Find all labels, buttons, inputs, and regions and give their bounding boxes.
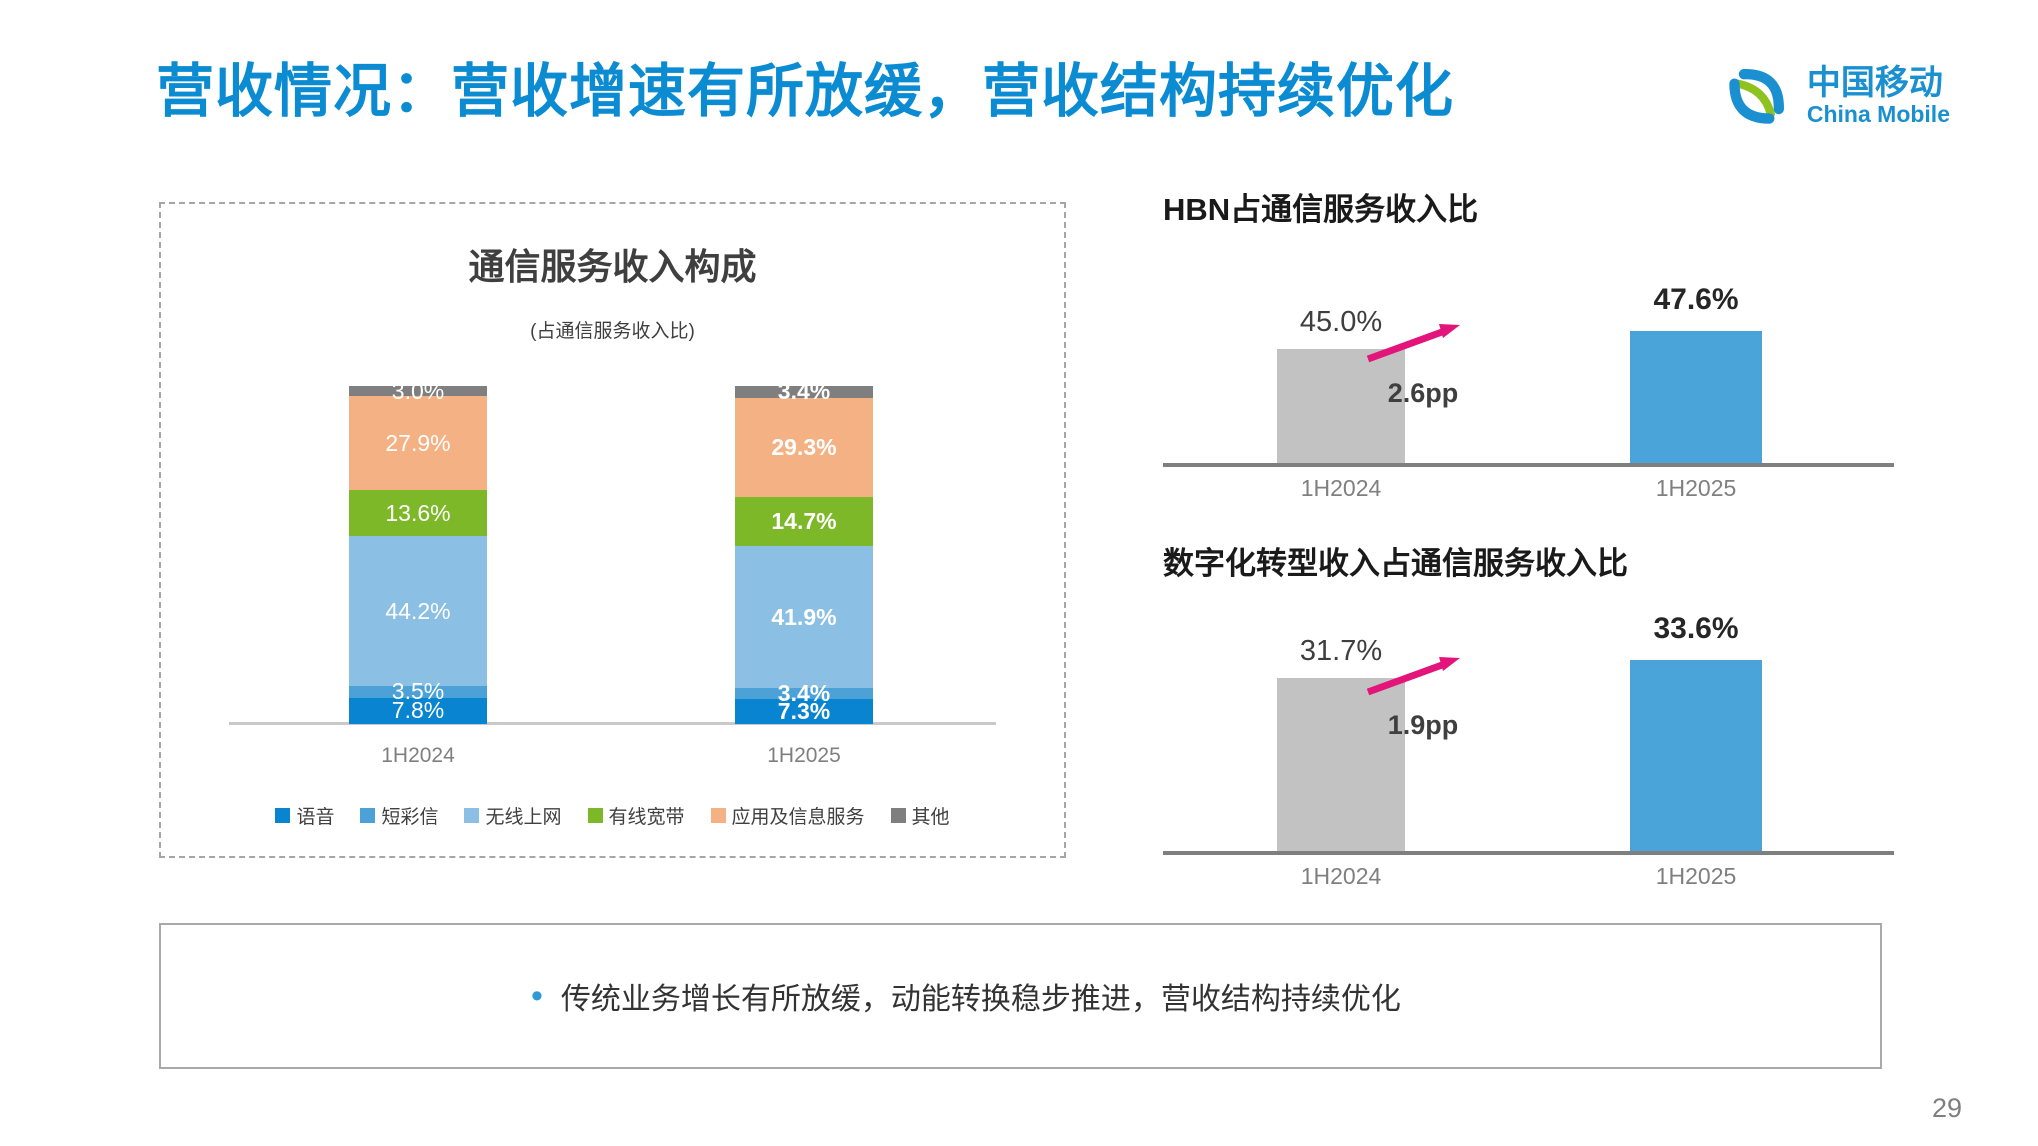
digital-x-labels: 1H2024 1H2025 [1163, 863, 1894, 899]
logo-cn-label: 中国移动 [1806, 64, 1943, 103]
segment-label: 3.4% [777, 680, 831, 707]
hbn-value-1h2024: 45.0% [1299, 306, 1383, 338]
segment-label: 13.6% [385, 499, 451, 526]
stack-segment: 13.6% [349, 490, 487, 537]
logo-en-label: China Mobile [1806, 100, 1950, 127]
digital-delta-label: 1.9pp [1387, 710, 1459, 740]
legend-label: 无线上网 [485, 807, 562, 828]
legend-label: 语音 [296, 807, 335, 828]
takeaway-content: • 传统业务增长有所放缓，动能转换稳步推进，营收结构持续优化 [531, 974, 1401, 1018]
legend-item: 无线上网 [464, 802, 562, 829]
legend-label: 短彩信 [381, 807, 439, 828]
hbn-value-1h2025: 47.6% [1653, 283, 1739, 316]
stack-segment: 3.5% [349, 680, 487, 703]
segment-label: 3.5% [391, 678, 445, 705]
takeaway-text: 传统业务增长有所放缓，动能转换稳步推进，营收结构持续优化 [560, 983, 1401, 1016]
digital-bar-1h2025 [1630, 660, 1762, 851]
hbn-plot: 45.0% 47.6% 2.6pp [1163, 235, 1894, 467]
stacked-bar-1h2025: 7.3% 3.4% 41.9% 14.7% 29.3% 3.4% [735, 380, 873, 724]
stacked-bar-plot: 7.8% 3.5% 44.2% 13.6% 27.9% 3.0% 7.3% 3.4% 41.9%… [161, 379, 1064, 725]
page-title: 营收情况：营收增速有所放缓，营收结构持续优化 [156, 59, 1455, 124]
legend-item: 有线宽带 [587, 802, 685, 829]
digital-x-label-1h2025: 1H2025 [1655, 863, 1737, 889]
increase-arrow-icon [1366, 657, 1460, 696]
stack-segment: 7.3% [735, 699, 873, 724]
segment-label: 3.4% [777, 378, 831, 405]
digital-value-1h2025: 33.6% [1653, 612, 1739, 645]
hbn-x-label-1h2025: 1H2025 [1655, 475, 1737, 501]
takeaway-box: • 传统业务增长有所放缓，动能转换稳步推进，营收结构持续优化 [159, 923, 1882, 1069]
digital-value-1h2024: 31.7% [1299, 635, 1383, 667]
legend-swatch-icon [587, 808, 603, 823]
legend-label: 有线宽带 [608, 807, 685, 828]
legend-swatch-icon [360, 808, 376, 823]
digital-bar-1h2024 [1277, 678, 1405, 851]
legend-label: 应用及信息服务 [731, 807, 865, 828]
segment-label: 41.9% [771, 603, 837, 630]
hbn-chart: HBN占通信服务收入比 45.0% 47.6% 2.6pp 1H2024 1H2… [1163, 184, 1894, 511]
stack-segment: 44.2% [349, 536, 487, 686]
segment-label: 7.8% [391, 697, 445, 724]
china-mobile-logo-text: 中国移动 China Mobile [1806, 64, 1950, 127]
segment-label: 7.3% [777, 698, 831, 725]
hbn-bar-1h2024 [1277, 349, 1405, 463]
stack-segment: 14.7% [735, 496, 873, 547]
stack-segment: 3.4% [735, 682, 873, 705]
legend-item: 应用及信息服务 [710, 802, 865, 829]
stack-segment: 27.9% [349, 396, 487, 491]
digital-plot: 31.7% 33.6% 1.9pp [1163, 593, 1894, 855]
x-label-1h2024: 1H2024 [381, 744, 455, 767]
stacked-bar-1h2024: 7.8% 3.5% 44.2% 13.6% 27.9% 3.0% [349, 379, 487, 724]
stack-segment: 3.4% [735, 380, 873, 403]
stack-segment: 3.0% [349, 379, 487, 402]
stacked-bar-x-labels: 1H2024 1H2025 [161, 744, 1064, 774]
hbn-x-label-1h2024: 1H2024 [1300, 475, 1382, 501]
hbn-bar-1h2025 [1630, 331, 1762, 463]
legend-label: 其他 [911, 807, 950, 828]
legend-swatch-icon [710, 808, 726, 823]
stack-segment: 7.8% [349, 697, 487, 724]
legend-swatch-icon [275, 808, 291, 823]
hbn-x-labels: 1H2024 1H2025 [1163, 475, 1894, 511]
segment-label: 27.9% [385, 429, 451, 456]
segment-label: 44.2% [385, 597, 451, 624]
digital-x-label-1h2024: 1H2024 [1300, 863, 1382, 889]
segment-label: 29.3% [771, 433, 837, 460]
legend-swatch-icon [890, 808, 906, 823]
digital-transformation-chart: 数字化转型收入占通信服务收入比 31.7% 33.6% 1.9pp 1H2024… [1163, 538, 1894, 899]
legend: 语音 短彩信 无线上网 有线宽带 应用及信息服务 其他 [161, 802, 1064, 829]
stack-segment: 29.3% [735, 397, 873, 497]
china-mobile-logo: 中国移动 China Mobile [1721, 60, 1950, 132]
segment-label: 3.0% [391, 377, 445, 404]
legend-item: 其他 [890, 802, 950, 829]
composition-chart-subtitle: (占通信服务收入比) [530, 321, 695, 342]
x-label-1h2025: 1H2025 [767, 744, 841, 767]
legend-swatch-icon [464, 808, 480, 823]
stack-segment: 41.9% [735, 546, 873, 688]
legend-item: 短彩信 [360, 802, 438, 829]
x-axis-line [229, 722, 996, 725]
bullet-icon: • [531, 977, 543, 1015]
hbn-chart-title: HBN占通信服务收入比 [1163, 192, 1479, 227]
digital-chart-title: 数字化转型收入占通信服务收入比 [1163, 546, 1628, 581]
segment-label: 14.7% [771, 507, 837, 534]
china-mobile-logo-icon [1729, 69, 1784, 124]
composition-chart-panel: 通信服务收入构成 (占通信服务收入比) 7.8% 3.5% 44.2% 13.6% 27… [159, 202, 1066, 858]
page-number: 29 [1931, 1093, 1962, 1123]
legend-item: 语音 [275, 802, 334, 829]
hbn-delta-label: 2.6pp [1387, 378, 1459, 408]
composition-chart-title: 通信服务收入构成 [468, 246, 757, 287]
increase-arrow-icon [1366, 324, 1460, 363]
